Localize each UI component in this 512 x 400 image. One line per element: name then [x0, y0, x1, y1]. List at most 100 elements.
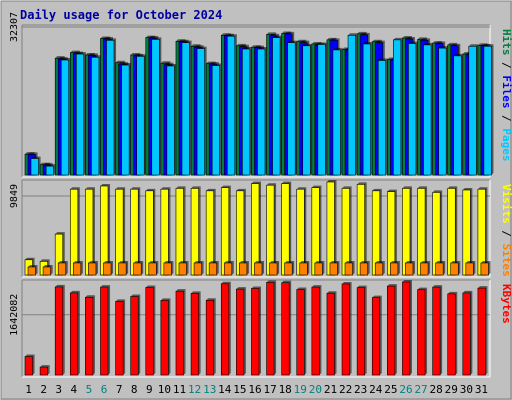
bar-top-pages: [287, 40, 298, 43]
bar-top-files: [88, 53, 98, 56]
bar-top-visits: [432, 190, 443, 193]
bar-top-sites: [284, 260, 295, 263]
bar-side-visits: [213, 188, 216, 275]
bar-top-visits: [191, 186, 201, 189]
bar-side-sites: [352, 260, 355, 275]
bar-top-sites: [209, 260, 219, 263]
bar-sites-day-25: [390, 262, 399, 276]
bar-top-visits: [447, 186, 458, 189]
bar-kbytes-day-26: [402, 281, 411, 376]
bar-top-visits: [387, 189, 397, 192]
bar-side-visits: [123, 187, 126, 275]
bar-top-kbytes: [160, 298, 171, 301]
bar-top-visits: [115, 187, 126, 190]
bar-pages-day-22: [347, 34, 356, 176]
bar-top-sites: [450, 260, 461, 263]
x-tick-day-6: 6: [101, 383, 108, 396]
bar-pages-day-14: [226, 35, 236, 176]
bar-top-kbytes: [85, 295, 95, 298]
bar-side-visits: [198, 186, 201, 275]
bar-top-kbytes: [206, 298, 216, 301]
bar-side-visits: [274, 183, 277, 275]
bar-top-files: [375, 40, 385, 43]
bar-top-sites: [465, 260, 476, 263]
bar-top-sites: [28, 264, 38, 267]
x-tick-day-14: 14: [218, 383, 232, 396]
bar-top-kbytes: [447, 291, 458, 294]
bar-side-kbytes: [319, 285, 322, 375]
bar-side-kbytes: [138, 294, 141, 375]
bar-side-kbytes: [77, 290, 80, 375]
bar-kbytes-day-5: [85, 296, 94, 376]
bar-top-kbytes: [115, 299, 126, 302]
bar-top-pages: [272, 35, 283, 38]
bar-top-pages: [393, 37, 403, 40]
bar-side-sites: [141, 260, 144, 275]
bar-side-visits: [379, 188, 382, 275]
bar-top-sites: [254, 260, 264, 263]
bar-kbytes-day-21: [326, 292, 335, 376]
bar-top-pages: [31, 156, 41, 159]
bar-kbytes-day-3: [54, 286, 64, 376]
bar-top-visits: [477, 187, 488, 190]
bar-side-kbytes: [409, 280, 412, 375]
bar-sites-day-16: [254, 262, 263, 276]
bar-top-sites: [133, 260, 144, 263]
bar-top-visits: [130, 187, 141, 190]
bar-top-visits: [266, 183, 277, 186]
bar-side-visits: [228, 185, 231, 275]
bar-side-kbytes: [243, 287, 246, 375]
bar-top-files: [420, 38, 431, 41]
y-tick-label: 32307: [9, 12, 20, 42]
bar-sites-day-10: [163, 262, 172, 276]
x-tick-day-7: 7: [116, 383, 123, 396]
bar-top-visits: [357, 182, 367, 185]
bar-top-pages: [76, 52, 86, 55]
bar-side-sites: [458, 260, 461, 275]
bar-top-visits: [296, 187, 307, 190]
bar-top-sites: [103, 260, 114, 263]
bar-side-kbytes: [440, 285, 443, 375]
bar-side-kbytes: [183, 289, 186, 375]
bar-top-kbytes: [191, 291, 201, 294]
bar-top-visits: [70, 187, 80, 190]
x-tick-day-30: 30: [460, 383, 473, 396]
bar-top-sites: [480, 260, 491, 263]
bar-pages-day-29: [453, 55, 462, 176]
bar-side-sites: [382, 260, 385, 275]
bar-pages-day-17: [272, 37, 281, 176]
bar-kbytes-day-6: [100, 286, 109, 376]
bar-sites-day-2: [42, 266, 51, 276]
bar-top-sites: [239, 260, 249, 263]
bar-top-pages: [423, 42, 434, 45]
bar-top-kbytes: [387, 284, 397, 287]
bar-side-kbytes: [470, 290, 473, 375]
bar-sites-day-18: [284, 262, 293, 276]
bar-top-kbytes: [432, 285, 443, 288]
bar-pages-day-1: [30, 158, 39, 176]
bar-top-pages: [197, 46, 207, 49]
bar-top-visits: [25, 257, 35, 260]
bar-top-pages: [166, 63, 177, 66]
x-tick-day-5: 5: [86, 383, 93, 396]
bar-sites-day-1: [27, 266, 36, 276]
bar-top-pages: [181, 40, 192, 43]
bar-top-kbytes: [70, 290, 80, 293]
x-tick-day-18: 18: [279, 383, 292, 396]
bar-top-files: [435, 41, 446, 44]
bar-side-kbytes: [213, 298, 216, 375]
bar-side-sites: [443, 260, 446, 275]
bar-side-sites: [246, 260, 249, 275]
bar-pages-day-31: [483, 45, 492, 176]
x-tick-day-4: 4: [71, 383, 78, 396]
bar-top-sites: [178, 260, 189, 263]
bar-side-visits: [409, 186, 412, 275]
bar-sites-day-15: [239, 262, 248, 276]
bar-top-files: [299, 40, 310, 43]
bar-sites-day-6: [103, 262, 112, 276]
bar-sites-day-26: [405, 262, 414, 276]
bar-top-kbytes: [236, 287, 246, 290]
bar-top-sites: [118, 260, 129, 263]
bar-pages-day-19: [302, 45, 311, 176]
